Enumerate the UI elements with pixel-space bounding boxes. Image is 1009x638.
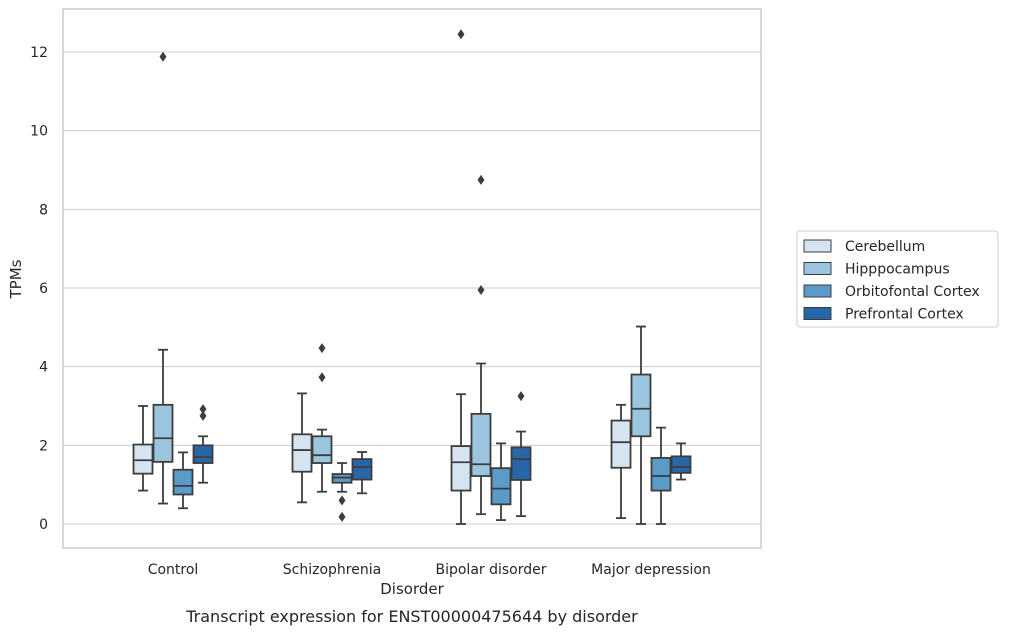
- box-hipppocampus-3: [630, 325, 652, 525]
- box-iqr: [152, 403, 174, 463]
- box-cerebellum-2: [450, 29, 472, 525]
- outlier-point: [199, 410, 207, 421]
- box-hipppocampus-0: [152, 51, 174, 505]
- legend-swatch: [803, 262, 832, 275]
- box-iqr: [510, 446, 532, 481]
- boxes: [132, 29, 692, 525]
- outlier-point: [457, 29, 465, 40]
- legend-frame: [796, 230, 999, 328]
- plot-frame: [62, 8, 762, 549]
- box-prefrontal-cortex-1: [351, 451, 373, 495]
- outlier-point: [199, 404, 207, 415]
- box-prefrontal-cortex-3: [670, 442, 692, 481]
- y-tick-label: 10: [30, 124, 48, 140]
- y-axis-label: TPMs: [7, 259, 25, 299]
- box-cerebellum-3: [610, 403, 632, 519]
- outlier-point: [517, 391, 525, 402]
- box-iqr: [291, 433, 313, 473]
- outlier-point: [477, 284, 485, 295]
- y-tick-label: 6: [39, 281, 48, 297]
- box-iqr: [670, 455, 692, 474]
- box-orbitofontal-cortex-1: [331, 462, 353, 522]
- box-prefrontal-cortex-2: [510, 391, 532, 518]
- y-tick-label: 12: [30, 45, 48, 61]
- box-orbitofontal-cortex-0: [172, 451, 194, 510]
- outlier-point: [338, 511, 346, 522]
- outlier-point: [338, 495, 346, 506]
- box-iqr: [351, 458, 373, 481]
- legend-label: Prefrontal Cortex: [845, 307, 964, 323]
- outlier-point: [477, 174, 485, 185]
- legend-swatch: [803, 307, 832, 320]
- box-iqr: [311, 435, 333, 464]
- box-iqr: [610, 419, 632, 469]
- gridlines: [63, 51, 761, 525]
- box-iqr: [650, 457, 672, 492]
- legend-label: Orbitofontal Cortex: [845, 284, 980, 300]
- outlier-point: [318, 372, 326, 383]
- x-axis-label: Disorder: [380, 580, 444, 598]
- box-iqr: [192, 444, 214, 464]
- box-orbitofontal-cortex-3: [650, 426, 672, 525]
- box-iqr: [132, 443, 154, 475]
- x-tick-label: Control: [148, 562, 199, 578]
- box-iqr: [470, 412, 492, 477]
- box-cerebellum-0: [132, 405, 154, 492]
- box-iqr: [450, 445, 472, 492]
- x-tick-label: Major depression: [591, 562, 711, 578]
- box-iqr: [630, 373, 652, 438]
- box-cerebellum-1: [291, 392, 313, 504]
- chart-caption: Transcript expression for ENST0000047564…: [185, 607, 638, 626]
- box-iqr: [490, 467, 512, 506]
- legend-label: Hipppocampus: [845, 262, 950, 278]
- box-orbitofontal-cortex-2: [490, 442, 512, 521]
- axes: 0 2 4 6 8 10 12 Control Schizophrenia Bipolar dis…: [30, 8, 762, 578]
- x-tick-label: Schizophrenia: [283, 562, 381, 578]
- y-tick-label: 0: [39, 517, 48, 533]
- box-prefrontal-cortex-0: [192, 404, 214, 484]
- y-tick-label: 8: [39, 202, 48, 218]
- box-hipppocampus-2: [470, 174, 492, 516]
- x-tick-label: Bipolar disorder: [435, 562, 546, 578]
- y-tick-label: 2: [39, 438, 48, 454]
- legend-swatch: [803, 239, 832, 253]
- legend: Cerebellum Hipppocampus Orbitofontal Corte…: [796, 230, 999, 328]
- legend-label: Cerebellum: [845, 239, 925, 255]
- legend-swatch: [803, 284, 832, 298]
- box-iqr: [172, 468, 194, 496]
- box-hipppocampus-1: [311, 343, 333, 493]
- y-tick-label: 4: [39, 360, 48, 376]
- outlier-point: [318, 343, 326, 354]
- outlier-point: [159, 51, 167, 62]
